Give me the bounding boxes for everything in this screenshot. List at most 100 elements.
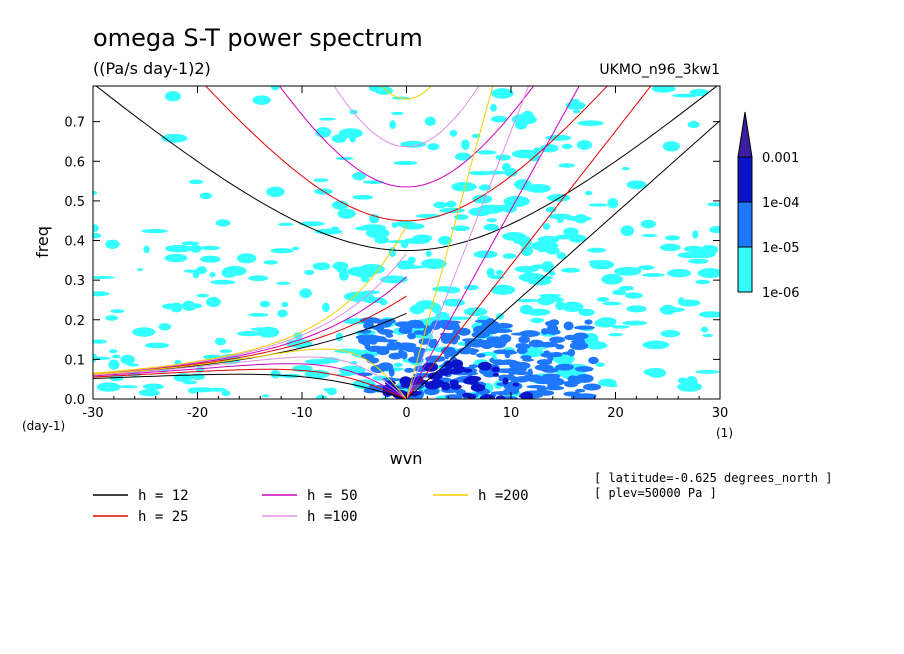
heat-cell-mid [377,323,389,328]
x-tick-label: 30 [712,406,729,421]
curve-legend: h = 12 h = 25 h = 50 h =100 h =200 [93,488,529,525]
heat-cell-low [463,307,488,316]
heat-cell-low [158,323,172,331]
heat-cell-low [548,213,573,220]
heat-cell-low [514,179,532,190]
heat-cell-low [388,246,397,258]
heat-cell-low [331,200,349,210]
heat-cell-low [608,332,623,337]
dispersion-curve-h25 [93,368,407,399]
heat-cell-mid [440,346,456,355]
heat-cell-mid [542,373,561,380]
chart-title: omega S-T power spectrum [93,24,423,52]
y-axis: 0.0 0.1 0.2 0.3 0.4 0.5 0.6 0.7 [64,116,720,408]
heat-cell-low [110,309,125,314]
dispersion-curve-h100 [406,86,530,399]
heat-cell-low [443,286,461,294]
heat-cell-low [688,258,709,264]
heat-cell-low [304,369,331,379]
heat-cell-low [587,247,607,253]
heat-cell-low [496,269,504,276]
heat-cell-high [491,366,500,373]
heat-cell-low [607,198,619,209]
heat-cell-mid [573,325,595,330]
heat-cell-low [281,301,289,308]
dispersion-curve-h50 [93,363,407,399]
heat-cell-mid [569,341,589,351]
heat-cell-mid [584,319,593,325]
heat-cell-low [539,144,559,153]
heat-cell-low [530,317,544,324]
heat-cell-high [400,380,411,389]
heat-cell-low [660,330,681,338]
heat-cell-low [199,192,213,200]
legend-label-h50: h = 50 [307,488,358,504]
heat-cell-low [677,382,703,392]
heat-cell-low [463,284,480,291]
heat-cell-low [483,223,500,231]
heat-cell-low [536,243,547,253]
heat-cell-low [252,95,271,105]
heat-cell-mid [494,323,513,329]
dispersion-curve-h50 [406,86,580,399]
heat-cell-low [96,382,121,392]
heat-cell-low [526,308,551,316]
heat-cell-low [486,218,497,223]
dispersion-curves [93,86,720,399]
heat-cell-low [415,300,437,310]
power-heatmap [93,86,720,399]
heat-cell-low [164,91,181,102]
heat-cell-mid [506,367,527,372]
heat-cell-low [502,232,527,241]
x-tick-label: -20 [187,406,208,421]
heat-cell-low [170,302,183,313]
heat-cell-low [199,245,221,251]
y-tick-label: 0.1 [64,353,85,368]
dispersion-curve-h200 [93,348,407,399]
heat-cell-high [450,384,462,390]
x-tick-label: 0 [402,406,410,421]
heat-cell-low [379,298,388,306]
heat-cell-low [561,143,573,149]
heat-cell-low [613,266,642,276]
heat-cell-low [490,115,508,123]
heat-cell-low [352,195,374,200]
heat-cell-low [263,260,279,265]
y-tick-label: 0.6 [64,155,85,170]
heat-cell-low [687,121,700,129]
heat-cell-mid [436,323,456,328]
heat-cell-mid [547,380,557,390]
heat-cell-low [601,273,623,285]
heat-cell-low [596,296,610,303]
heat-cell-low [595,362,605,367]
heat-cell-low [275,281,291,285]
heat-cell-low [313,178,329,183]
heat-cell-low [588,203,608,207]
heat-cell-low [561,267,581,273]
heat-cell-low [400,240,409,249]
heat-cell-low [439,207,465,214]
heat-cell-low [299,288,312,299]
heat-cell-low [93,339,107,344]
heat-cell-low [188,179,204,185]
heat-cell-low [93,224,99,232]
heat-cell-low [335,332,343,342]
heat-cell-low [695,369,720,374]
heat-cell-mid [563,321,574,331]
heat-cell-mid [473,325,488,335]
heat-cell-low [568,234,587,243]
heat-cell-low [642,340,670,350]
legend-label-h12: h = 12 [138,488,189,504]
heat-cell-mid [550,351,563,358]
heat-cell-mid [575,388,586,393]
heat-cell-low [677,252,705,259]
heat-cell-low [485,170,506,175]
heat-cell-low [622,320,648,326]
heat-cell-low [660,304,677,315]
heat-cell-low [611,325,630,329]
heat-cell-mid [528,339,545,348]
heat-cell-mid [575,393,597,399]
heat-cell-low [200,255,221,263]
heat-cell-mid [428,339,437,349]
heat-cell-mid [515,343,525,349]
